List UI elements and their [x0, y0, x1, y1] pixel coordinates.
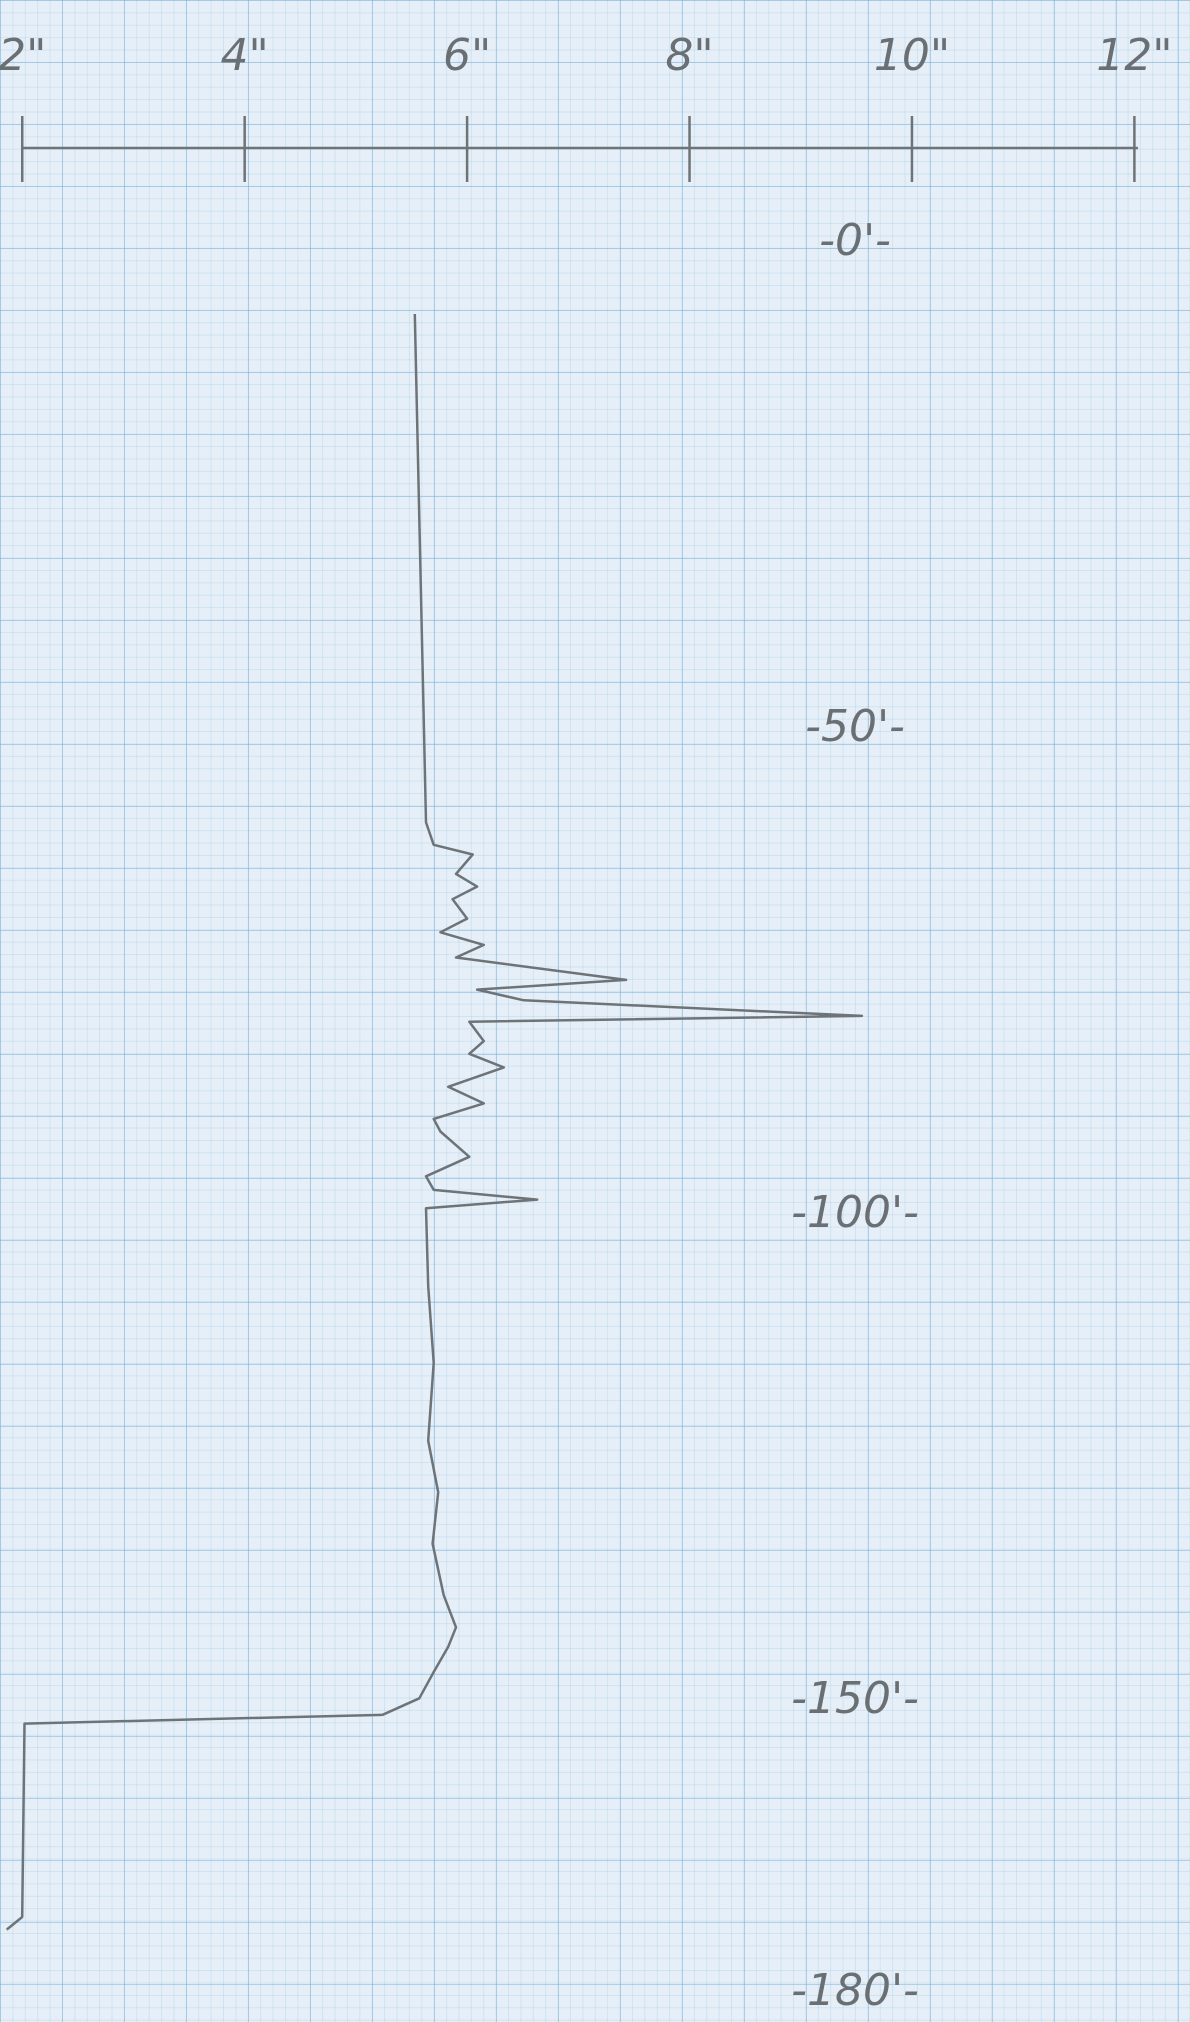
x-tick-label: 2"	[0, 30, 46, 81]
y-tick-label: -100'-	[791, 1187, 919, 1238]
y-tick-label: -0'-	[819, 215, 891, 266]
x-tick-label: 8"	[665, 30, 713, 81]
y-tick-label: -150'-	[791, 1673, 919, 1724]
x-tick-label: 10"	[874, 30, 950, 81]
y-tick-label: -50'-	[805, 701, 905, 752]
y-tick-label: -180'-	[791, 1965, 919, 2016]
x-tick-label: 6"	[443, 30, 491, 81]
x-tick-label: 12"	[1096, 30, 1172, 81]
data-line	[5, 313, 864, 1931]
x-tick-label: 4"	[221, 30, 269, 81]
